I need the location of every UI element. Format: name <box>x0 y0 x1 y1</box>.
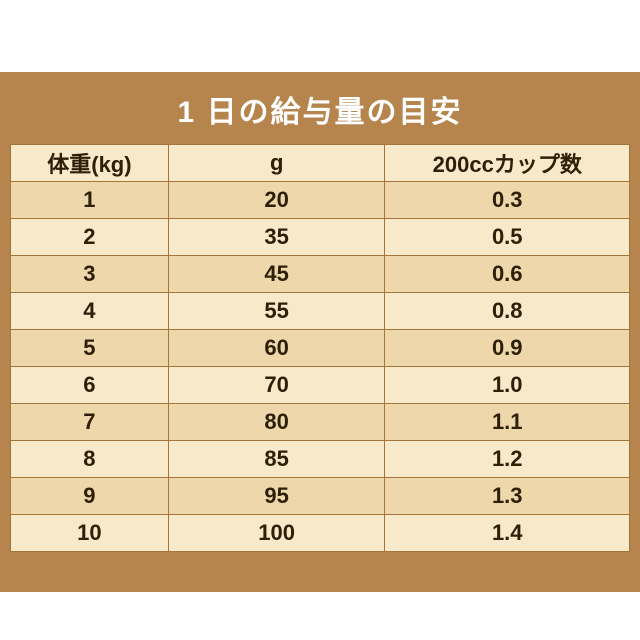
table-cell: 20 <box>167 181 386 219</box>
table-cell: 100 <box>167 514 386 552</box>
table-cell: 3 <box>10 255 169 293</box>
table-row: 5 60 0.9 <box>10 329 630 367</box>
table-cell: 55 <box>167 292 386 330</box>
table-header-row: 体重(kg) g 200ccカップ数 <box>10 144 630 182</box>
table-cell: 85 <box>167 440 386 478</box>
feeding-table: 体重(kg) g 200ccカップ数 1 20 0.3 2 35 0.5 3 45 0.6 4 55… <box>10 144 630 552</box>
table-cell: 1.4 <box>384 514 630 552</box>
column-header-grams: g <box>167 144 386 182</box>
table-row: 3 45 0.6 <box>10 255 630 293</box>
table-row: 4 55 0.8 <box>10 292 630 330</box>
table-cell: 0.3 <box>384 181 630 219</box>
table-cell: 2 <box>10 218 169 256</box>
table-cell: 1.2 <box>384 440 630 478</box>
column-header-weight: 体重(kg) <box>10 144 169 182</box>
table-cell: 7 <box>10 403 169 441</box>
table-cell: 60 <box>167 329 386 367</box>
table-row: 2 35 0.5 <box>10 218 630 256</box>
table-cell: 4 <box>10 292 169 330</box>
table-row: 10 100 1.4 <box>10 514 630 552</box>
feeding-table-body: 1 20 0.3 2 35 0.5 3 45 0.6 4 55 0.8 5 60 0.9 6 70 1.0 7 80 1… <box>10 181 630 552</box>
feeding-guide-panel: 1 日の給与量の目安 体重(kg) g 200ccカップ数 1 20 0.3 2 35 0… <box>0 72 640 592</box>
table-cell: 35 <box>167 218 386 256</box>
table-row: 8 85 1.2 <box>10 440 630 478</box>
table-cell: 5 <box>10 329 169 367</box>
page-title: 1 日の給与量の目安 <box>177 96 463 129</box>
table-cell: 1 <box>10 181 169 219</box>
table-row: 1 20 0.3 <box>10 181 630 219</box>
table-row: 6 70 1.0 <box>10 366 630 404</box>
table-cell: 0.5 <box>384 218 630 256</box>
table-cell: 1.3 <box>384 477 630 515</box>
table-cell: 9 <box>10 477 169 515</box>
table-cell: 6 <box>10 366 169 404</box>
table-cell: 10 <box>10 514 169 552</box>
table-cell: 70 <box>167 366 386 404</box>
table-cell: 0.6 <box>384 255 630 293</box>
table-cell: 0.9 <box>384 329 630 367</box>
column-header-cups: 200ccカップ数 <box>384 144 630 182</box>
table-cell: 80 <box>167 403 386 441</box>
table-cell: 45 <box>167 255 386 293</box>
table-cell: 1.0 <box>384 366 630 404</box>
table-cell: 95 <box>167 477 386 515</box>
table-cell: 0.8 <box>384 292 630 330</box>
table-row: 7 80 1.1 <box>10 403 630 441</box>
table-cell: 8 <box>10 440 169 478</box>
table-row: 9 95 1.3 <box>10 477 630 515</box>
table-cell: 1.1 <box>384 403 630 441</box>
